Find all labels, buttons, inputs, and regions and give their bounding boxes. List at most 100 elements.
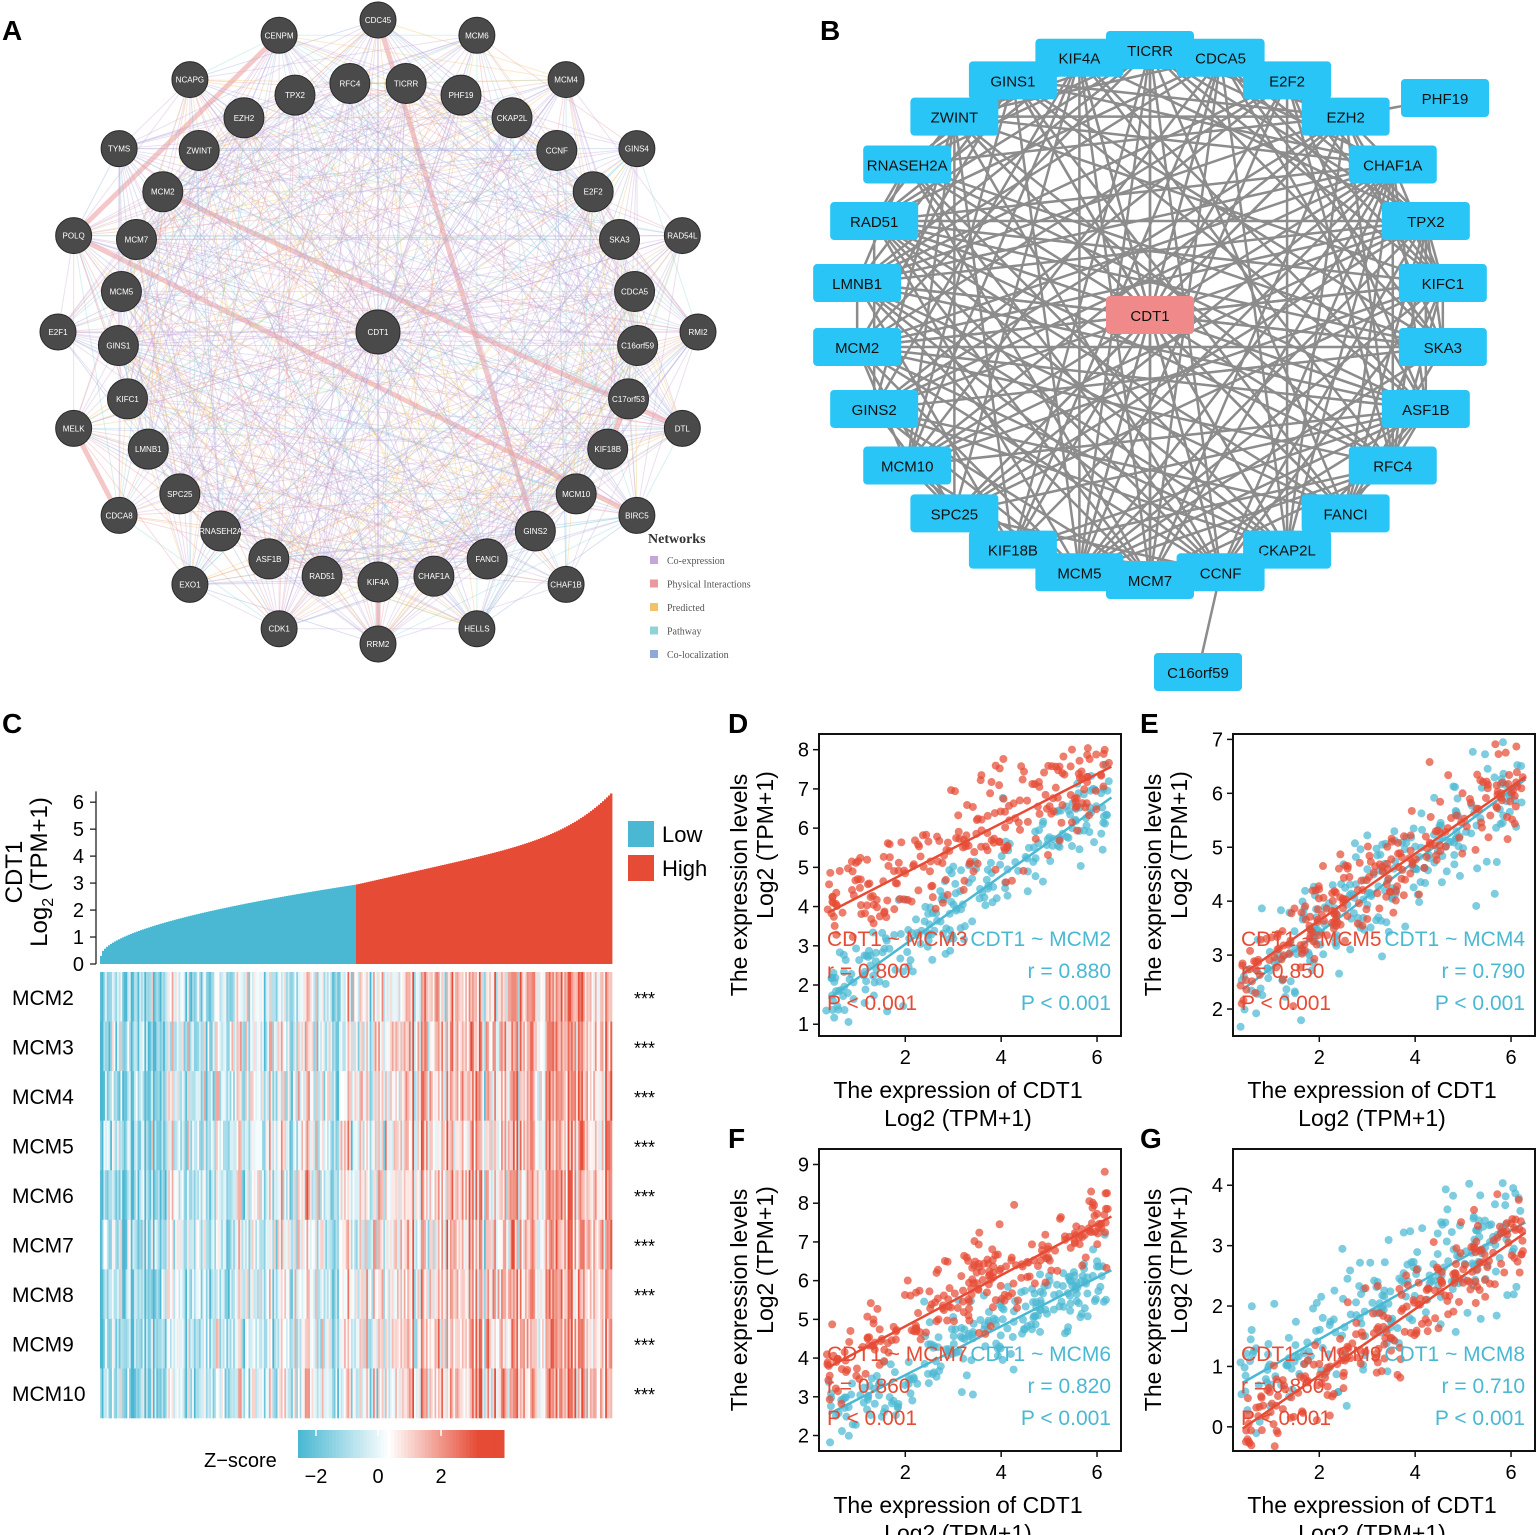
y-tick-label: 1 [798,1014,809,1036]
colorbar-step [421,1430,426,1458]
heatmap-cell [110,1120,113,1171]
heatmap-cell [122,972,125,1022]
bar [326,889,329,964]
heatmap-cell [610,1318,613,1369]
heatmap-cell [603,1170,606,1221]
heatmap-cell [137,1120,140,1171]
colorbar-step [435,1430,440,1458]
heatmap-cell [379,1120,382,1171]
bar [524,843,527,964]
gene-box [1176,38,1265,77]
heatmap-cell [398,1120,401,1171]
heatmap-cell [396,1318,399,1369]
heatmap-cell [531,1269,534,1320]
heatmap-cell [258,1170,261,1221]
heatmap-cell [417,1071,420,1121]
network-a-edge [243,117,323,577]
network-a-edge [189,19,379,585]
heatmap-cell [523,1120,526,1171]
heatmap-cell [315,1120,318,1171]
legend-swatch [650,579,658,588]
network-a-edge [476,34,558,152]
heatmap-cell [335,1368,338,1419]
heatmap-cell [198,1368,201,1419]
heatmap-cell [361,1021,364,1072]
heatmap-cell [444,972,447,1022]
heatmap-cell [518,1170,521,1221]
network-b-edge [1078,56,1427,223]
data-point [1453,794,1462,803]
heatmap-cell [359,1368,362,1419]
heatmap-cell [548,1071,551,1121]
heatmap-cell [494,1219,497,1270]
heatmap-cell [371,1120,374,1171]
heatmap-cell [507,1368,510,1419]
heatmap-cell [265,1219,268,1270]
network-a-edge [126,398,638,516]
heatmap-cell [216,972,219,1022]
heatmap-cell [315,1219,318,1270]
heatmap-cell [489,1170,492,1221]
heatmap-cell [274,1021,277,1072]
heatmap-cell [101,972,104,1022]
heatmap-cell [586,1368,589,1419]
heatmap-cell [217,972,220,1022]
heatmap-cell [480,1368,483,1419]
bar [200,913,203,964]
heatmap-cell [543,972,546,1022]
bar [430,867,433,964]
heatmap-cell [337,1120,340,1171]
colorbar-step [473,1430,478,1458]
heatmap-cell [262,1021,265,1072]
heatmap-cell [291,1219,294,1270]
heatmap-cell [287,1368,290,1419]
heatmap-cell [326,1368,329,1419]
heatmap-cell [125,1170,128,1221]
heatmap-cell [535,1269,538,1320]
heatmap-cell [419,1269,422,1320]
heatmap-cell [176,1021,179,1072]
heatmap-cell [231,1368,234,1419]
heatmap-cell [226,1071,229,1121]
bar [432,867,435,964]
heatmap-cell [284,1120,287,1171]
heatmap-cell [490,1021,493,1072]
heatmap-cell [318,1071,321,1121]
legend-label: Co-localization [667,650,729,661]
heatmap-cell [251,1219,254,1270]
heatmap-cell [507,1120,510,1171]
heatmap-cell [239,1269,242,1320]
network-a-edge [377,398,630,583]
heatmap-cell [164,1071,167,1121]
heatmap-cell [451,1120,454,1171]
heatmap-cell [569,1219,572,1270]
heatmap-cell [582,1021,585,1072]
heatmap-cell [513,1021,516,1072]
heatmap-cell [286,1120,289,1171]
heatmap-cell [140,1318,143,1369]
heatmap-cell [514,1021,517,1072]
heatmap-cell [533,1269,536,1320]
heatmap-cell [205,1219,208,1270]
heatmap-cell [333,1021,336,1072]
data-point [999,794,1008,803]
series-name-cyan: CDT1 ~ MCM2 [970,928,1111,951]
network-a-edge [278,191,594,630]
heatmap-cell [294,1021,297,1072]
heatmap-cell [108,1170,111,1221]
heatmap-cell [600,1269,603,1320]
heatmap-cell [603,1368,606,1419]
heatmap-cell [241,1170,244,1221]
heatmap-cell [187,1368,190,1419]
heatmap-cell [306,972,309,1022]
heatmap-cell [600,1318,603,1369]
heatmap-cell [557,1318,560,1369]
heatmap-cell [130,1219,133,1270]
heatmap-cell [436,1120,439,1171]
network-a-edge [321,238,621,577]
heatmap-cell [449,1368,452,1419]
heatmap-cell [490,972,493,1022]
network-a-edge [73,82,407,237]
bar [120,938,123,964]
heatmap-cell [470,1170,473,1221]
